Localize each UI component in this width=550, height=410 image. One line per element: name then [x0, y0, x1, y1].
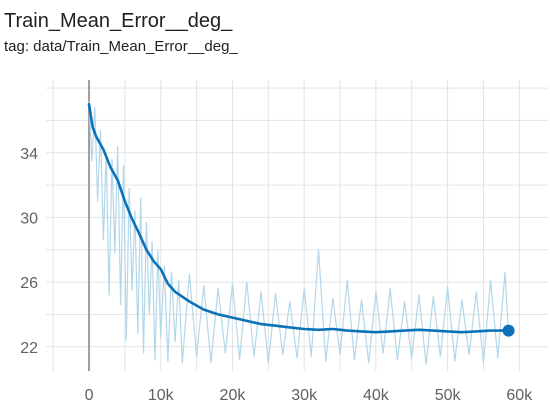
x-tick-label: 10k	[148, 387, 175, 404]
x-tick-label: 50k	[435, 387, 462, 404]
x-tick-label: 0	[85, 387, 94, 404]
x-tick-label: 40k	[363, 387, 390, 404]
y-tick-label: 22	[20, 340, 38, 357]
chart-tag: tag: data/Train_Mean_Error__deg_	[4, 38, 238, 55]
series-end-marker	[502, 324, 515, 337]
axis-layer: 22 26 30 34 0 10k 20k 30k 40k 50k 60k	[20, 80, 533, 404]
y-tick-label: 26	[20, 275, 38, 292]
smoothed-series-line	[87, 103, 510, 334]
series-layer	[87, 100, 515, 366]
x-tick-label: 20k	[220, 387, 247, 404]
x-tick-label: 30k	[291, 387, 318, 404]
y-tick-label: 30	[20, 210, 38, 227]
x-tick-label: 60k	[506, 387, 533, 404]
y-tick-label: 34	[20, 146, 38, 163]
chart-title: Train_Mean_Error__deg_	[4, 10, 233, 32]
raw-series-line	[88, 100, 510, 366]
